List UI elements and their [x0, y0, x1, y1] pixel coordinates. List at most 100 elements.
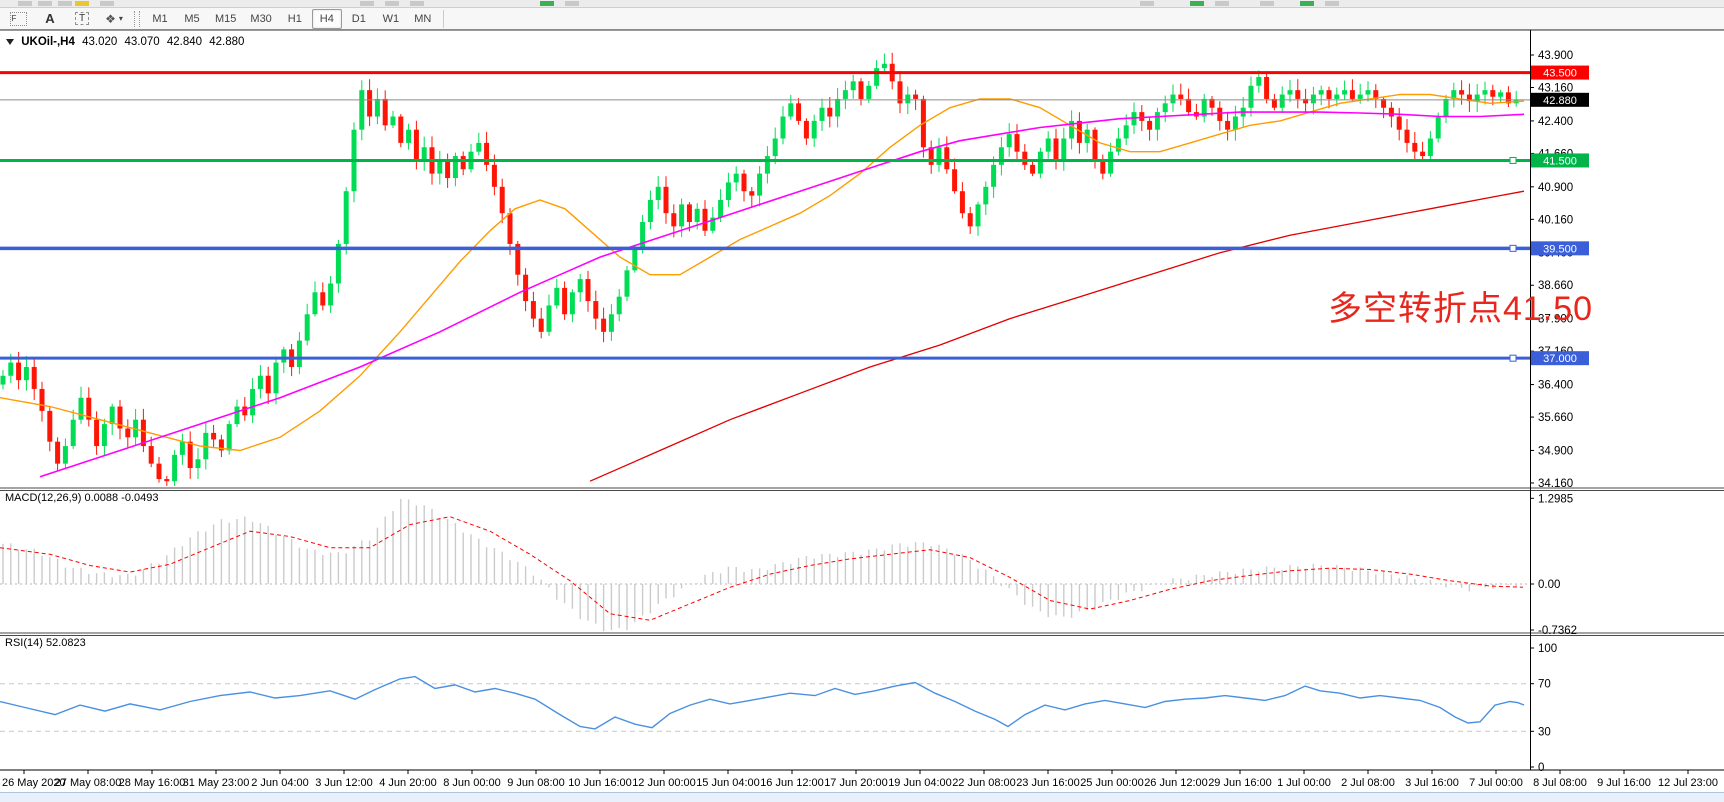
fibonacci-tool-button[interactable]: F — [3, 9, 33, 29]
candle-body — [796, 103, 802, 121]
candle-body — [538, 318, 544, 332]
macd-signal-line — [0, 516, 1524, 621]
candle-body — [343, 191, 349, 244]
timeframe-button-mn[interactable]: MN — [414, 12, 432, 25]
arrows-tool-button[interactable]: ❖ ▾ — [99, 9, 129, 29]
toolbar-fragment — [1215, 1, 1229, 6]
candle-body — [998, 147, 1004, 165]
candle-body — [866, 85, 872, 99]
toolbar-fragment — [360, 1, 374, 6]
candle-body — [515, 243, 521, 275]
timeframe-group: M1 M5 M15 M30 H1 H4 D1 W1 MN — [144, 8, 439, 29]
candle-body — [62, 446, 68, 464]
time-tick-label: 12 Jul 23:00 — [1658, 777, 1718, 789]
arrows-icon: ❖ — [105, 11, 116, 26]
candle-body — [8, 362, 14, 376]
ma-mid-magenta-line — [39, 111, 1525, 478]
toolbar-grip[interactable] — [134, 10, 140, 27]
candle-body — [304, 314, 310, 341]
candle-body — [359, 90, 365, 130]
candle-body — [905, 94, 911, 104]
chart-canvas[interactable]: 43.90043.16042.40041.66040.90040.16039.4… — [0, 30, 1724, 801]
candle-body — [109, 406, 115, 425]
candle-body — [749, 191, 755, 196]
hline-handle[interactable] — [1509, 156, 1517, 164]
candle-body — [1279, 94, 1285, 108]
toolbar-fragment — [565, 1, 579, 6]
candle-body — [523, 274, 529, 302]
timeframe-button-w1[interactable]: W1 — [382, 12, 400, 25]
candle-body — [788, 103, 794, 117]
candle-body — [452, 156, 458, 179]
timeframe-button-m30[interactable]: M30 — [250, 12, 272, 25]
candle-body — [1076, 120, 1082, 143]
candle-body — [250, 388, 256, 416]
price-tag — [1531, 65, 1589, 80]
main-toolbar: F A T ❖ ▾ M1 M5 M15 M30 H1 H4 D1 W1 MN — [0, 8, 1724, 30]
time-tick-label: 1 Jul 00:00 — [1277, 777, 1331, 789]
hline-handle[interactable] — [1509, 244, 1517, 252]
candle-body — [156, 463, 162, 480]
candle-body — [772, 138, 778, 157]
macd-pane[interactable] — [0, 498, 1530, 632]
timeframe-button-h1[interactable]: H1 — [287, 12, 302, 25]
candle-body — [725, 182, 731, 201]
candle-body — [819, 107, 825, 121]
candle-body — [1498, 92, 1504, 97]
timeframe-button-m1[interactable]: M1 — [152, 12, 168, 25]
time-tick-label: 9 Jun 08:00 — [507, 777, 565, 789]
ma-slow-red-line — [589, 190, 1525, 482]
candle-body — [702, 208, 708, 231]
toolbar-row-clipped — [0, 0, 1724, 8]
candle-body — [983, 186, 989, 205]
candle-body — [632, 248, 638, 271]
candle-body — [1186, 98, 1192, 113]
hline-handle[interactable] — [1509, 354, 1517, 362]
price-axis[interactable]: 43.90043.16042.40041.66040.90040.16039.4… — [1530, 50, 1577, 774]
time-tick-label: 28 May 16:00 — [119, 777, 186, 789]
rsi-pane[interactable] — [0, 675, 1530, 732]
candle-body — [741, 173, 747, 192]
candle-body — [686, 204, 692, 222]
time-tick-label: 2 Jul 08:00 — [1341, 777, 1395, 789]
candle-body — [1264, 76, 1270, 99]
text-tool-button[interactable]: A — [35, 9, 65, 29]
candle-body — [218, 439, 224, 451]
candle-body — [164, 479, 170, 482]
candle-body — [1053, 138, 1059, 161]
high-value: 43.070 — [124, 36, 160, 48]
candle-body — [562, 287, 568, 315]
price-tick-label: 34.160 — [1538, 478, 1573, 490]
timeframe-button-d1[interactable]: D1 — [351, 12, 366, 25]
text-label-icon: T — [74, 12, 90, 25]
bottom-status-strip — [0, 792, 1724, 802]
candle-body — [1318, 90, 1324, 95]
candle-body — [601, 318, 607, 332]
symbol-collapse-icon[interactable] — [6, 39, 14, 45]
timeframe-button-m15[interactable]: M15 — [215, 12, 237, 25]
candle-body — [546, 305, 552, 332]
time-tick-label: 23 Jun 16:00 — [1016, 777, 1080, 789]
candle-body — [101, 424, 107, 447]
candle-body — [31, 366, 37, 389]
chart-text-annotation: 多空转折点41.50 — [1328, 290, 1594, 328]
candle-body — [70, 419, 76, 447]
candle-body — [257, 375, 263, 389]
text-label-tool-button[interactable]: T — [67, 9, 97, 29]
candle-body — [530, 301, 536, 319]
candle-body — [679, 204, 685, 227]
time-tick-label: 8 Jul 08:00 — [1533, 777, 1587, 789]
candle-body — [850, 81, 856, 91]
time-tick-label: 3 Jun 12:00 — [315, 777, 373, 789]
rsi-line — [0, 675, 1525, 730]
price-tick-label: 40.900 — [1538, 182, 1573, 194]
timeframe-button-h4[interactable]: H4 — [311, 8, 342, 29]
toolbar-fragment — [1300, 1, 1314, 6]
candle-body — [1349, 90, 1355, 99]
candle-body — [1427, 138, 1433, 157]
candle-body — [1045, 138, 1051, 152]
timeframe-button-m5[interactable]: M5 — [184, 12, 200, 25]
candle-body — [554, 287, 560, 306]
